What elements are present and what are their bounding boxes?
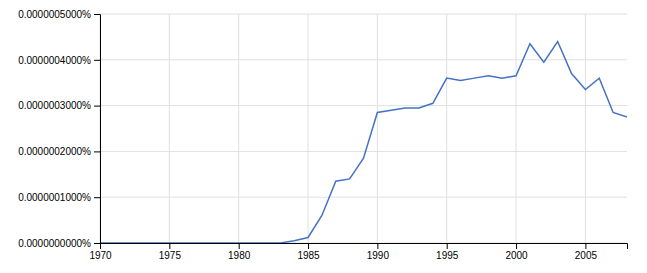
chart: 1970 1975 1980 1985 1990 1995 2000 2005 0.000000…	[0, 0, 647, 273]
grid	[100, 14, 627, 243]
x-tick-mark	[447, 243, 448, 249]
y-tick-mark	[94, 243, 100, 244]
y-tick: 0.0000001000%	[18, 192, 100, 203]
grid-line	[238, 14, 239, 243]
x-tick: 2005	[575, 243, 598, 261]
x-tick-label: 1980	[228, 250, 251, 261]
grid-line	[308, 14, 309, 243]
x-tick: 1985	[297, 243, 320, 261]
y-tick-label: 0.0000000000%	[18, 238, 91, 249]
grid-line	[100, 197, 627, 198]
grid-line	[516, 14, 517, 243]
grid-line	[377, 14, 378, 243]
x-tick-label: 1975	[159, 250, 182, 261]
x-tick: 1975	[159, 243, 182, 261]
marks	[100, 41, 627, 243]
grid-line	[169, 14, 170, 243]
y-tick-mark	[94, 14, 100, 15]
x-tick: 1990	[367, 243, 390, 261]
x-tick-mark	[239, 243, 240, 249]
x-tick: 2000	[505, 243, 528, 261]
y-tick-label: 0.0000003000%	[18, 100, 91, 111]
grid-line	[100, 14, 627, 15]
x-tick-label: 1990	[367, 250, 390, 261]
x-tick: 1980	[228, 243, 251, 261]
y-tick: 0.0000000000%	[18, 238, 100, 249]
x-tick: 1995	[436, 243, 459, 261]
x-axis-line	[101, 244, 628, 250]
y-tick-label: 0.0000005000%	[18, 9, 91, 20]
x-axis: 1970 1975 1980 1985 1990 1995 2000 2005	[89, 243, 627, 261]
y-tick-mark	[94, 197, 100, 198]
x-tick-label: 1985	[297, 250, 320, 261]
line	[100, 41, 627, 243]
x-tick-label: 1995	[436, 250, 459, 261]
x-tick-label: 2005	[575, 250, 598, 261]
x-tick-label: 1970	[89, 250, 112, 261]
grid-line	[446, 14, 447, 243]
y-tick-label: 0.0000004000%	[18, 55, 91, 66]
grid-line	[585, 14, 586, 243]
grid-line	[100, 151, 627, 152]
y-tick: 0.0000003000%	[18, 100, 100, 111]
y-tick: 0.0000002000%	[18, 146, 100, 157]
x-tick-label: 2000	[505, 250, 528, 261]
x-tick-mark	[516, 243, 517, 249]
y-tick: 0.0000004000%	[18, 55, 100, 66]
y-tick: 0.0000005000%	[18, 9, 100, 20]
grid-line	[100, 105, 627, 106]
y-tick-label: 0.0000002000%	[18, 146, 91, 157]
x-tick-mark	[308, 243, 309, 249]
y-tick-label: 0.0000001000%	[18, 192, 91, 203]
y-tick-mark	[94, 106, 100, 107]
y-tick-mark	[94, 151, 100, 152]
y-axis: 0.0000000000% 0.0000001000% 0.0000002000% 0…	[18, 9, 100, 249]
y-axis-line	[94, 15, 101, 244]
x-tick: 1970	[89, 243, 112, 261]
x-tick-mark	[377, 243, 378, 249]
y-tick-mark	[94, 60, 100, 61]
x-tick-mark	[585, 243, 586, 249]
grid-line	[100, 59, 627, 60]
plot: 1970 1975 1980 1985 1990 1995 2000 2005 0.000000…	[18, 9, 627, 261]
x-tick-mark	[169, 243, 170, 249]
